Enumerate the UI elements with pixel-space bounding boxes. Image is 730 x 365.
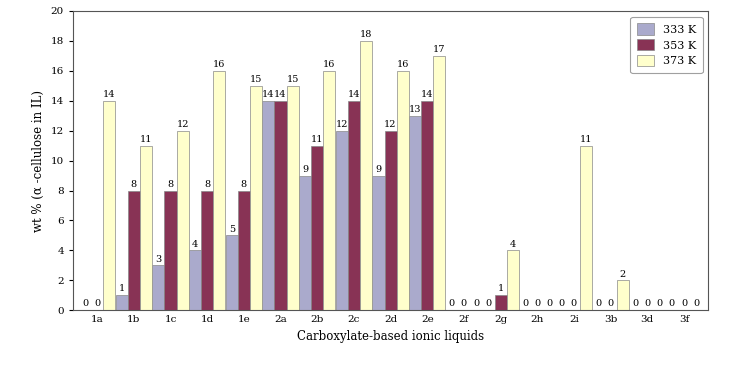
Text: 12: 12 (177, 120, 189, 129)
Text: 12: 12 (384, 120, 397, 129)
Text: 0: 0 (558, 299, 565, 308)
Bar (336, 131, 347, 310)
Bar (396, 71, 409, 310)
Text: 3: 3 (155, 254, 161, 264)
Bar (103, 101, 115, 310)
Text: 18: 18 (360, 30, 372, 39)
Bar (189, 250, 201, 310)
Text: 0: 0 (546, 299, 553, 308)
X-axis label: Carboxylate-based ionic liquids: Carboxylate-based ionic liquids (297, 330, 484, 343)
Text: 0: 0 (534, 299, 540, 308)
Bar (507, 250, 519, 310)
Text: 0: 0 (82, 299, 88, 308)
Text: 16: 16 (396, 60, 409, 69)
Text: 0: 0 (644, 299, 650, 308)
Bar (580, 146, 592, 310)
Text: 14: 14 (103, 90, 115, 99)
Text: 11: 11 (311, 135, 323, 144)
Bar (494, 295, 507, 310)
Bar (164, 191, 177, 310)
Text: 14: 14 (262, 90, 274, 99)
Text: 2: 2 (620, 269, 626, 278)
Bar (299, 176, 311, 310)
Bar (372, 176, 385, 310)
Text: 8: 8 (241, 180, 247, 189)
Text: 11: 11 (580, 135, 592, 144)
Bar (177, 131, 188, 310)
Text: 13: 13 (409, 105, 421, 114)
Text: 14: 14 (421, 90, 434, 99)
Text: 11: 11 (139, 135, 152, 144)
Bar (238, 191, 250, 310)
Text: 4: 4 (192, 239, 199, 249)
Bar (153, 265, 164, 310)
Text: 1: 1 (119, 284, 125, 293)
Text: 9: 9 (302, 165, 308, 174)
Text: 15: 15 (250, 75, 262, 84)
Bar (274, 101, 287, 310)
Text: 0: 0 (473, 299, 479, 308)
Text: 0: 0 (607, 299, 614, 308)
Bar (213, 71, 226, 310)
Y-axis label: wt % (α -cellulose in IL): wt % (α -cellulose in IL) (32, 89, 45, 232)
Bar (323, 71, 335, 310)
Bar (140, 146, 152, 310)
Bar (311, 146, 323, 310)
Text: 4: 4 (510, 239, 516, 249)
Text: 0: 0 (681, 299, 687, 308)
Text: 0: 0 (632, 299, 638, 308)
Text: 0: 0 (693, 299, 699, 308)
Text: 0: 0 (485, 299, 491, 308)
Bar (409, 116, 421, 310)
Bar (617, 280, 629, 310)
Text: 17: 17 (433, 45, 445, 54)
Text: 8: 8 (167, 180, 174, 189)
Bar (262, 101, 274, 310)
Text: 0: 0 (656, 299, 662, 308)
Text: 0: 0 (669, 299, 675, 308)
Text: 0: 0 (449, 299, 455, 308)
Text: 0: 0 (522, 299, 529, 308)
Bar (201, 191, 213, 310)
Bar (128, 191, 140, 310)
Text: 12: 12 (336, 120, 348, 129)
Bar (421, 101, 434, 310)
Bar (360, 41, 372, 310)
Text: 14: 14 (347, 90, 360, 99)
Legend: 333 K, 353 K, 373 K: 333 K, 353 K, 373 K (631, 16, 702, 73)
Text: 8: 8 (204, 180, 210, 189)
Text: 0: 0 (94, 299, 100, 308)
Bar (287, 86, 299, 310)
Bar (347, 101, 360, 310)
Text: 15: 15 (286, 75, 299, 84)
Bar (434, 56, 445, 310)
Text: 16: 16 (213, 60, 226, 69)
Text: 8: 8 (131, 180, 137, 189)
Bar (385, 131, 396, 310)
Text: 0: 0 (596, 299, 602, 308)
Text: 14: 14 (274, 90, 287, 99)
Text: 5: 5 (228, 224, 235, 234)
Text: 9: 9 (375, 165, 382, 174)
Bar (250, 86, 262, 310)
Text: 1: 1 (497, 284, 504, 293)
Text: 0: 0 (571, 299, 577, 308)
Text: 0: 0 (461, 299, 467, 308)
Bar (116, 295, 128, 310)
Bar (226, 235, 238, 310)
Text: 16: 16 (323, 60, 336, 69)
